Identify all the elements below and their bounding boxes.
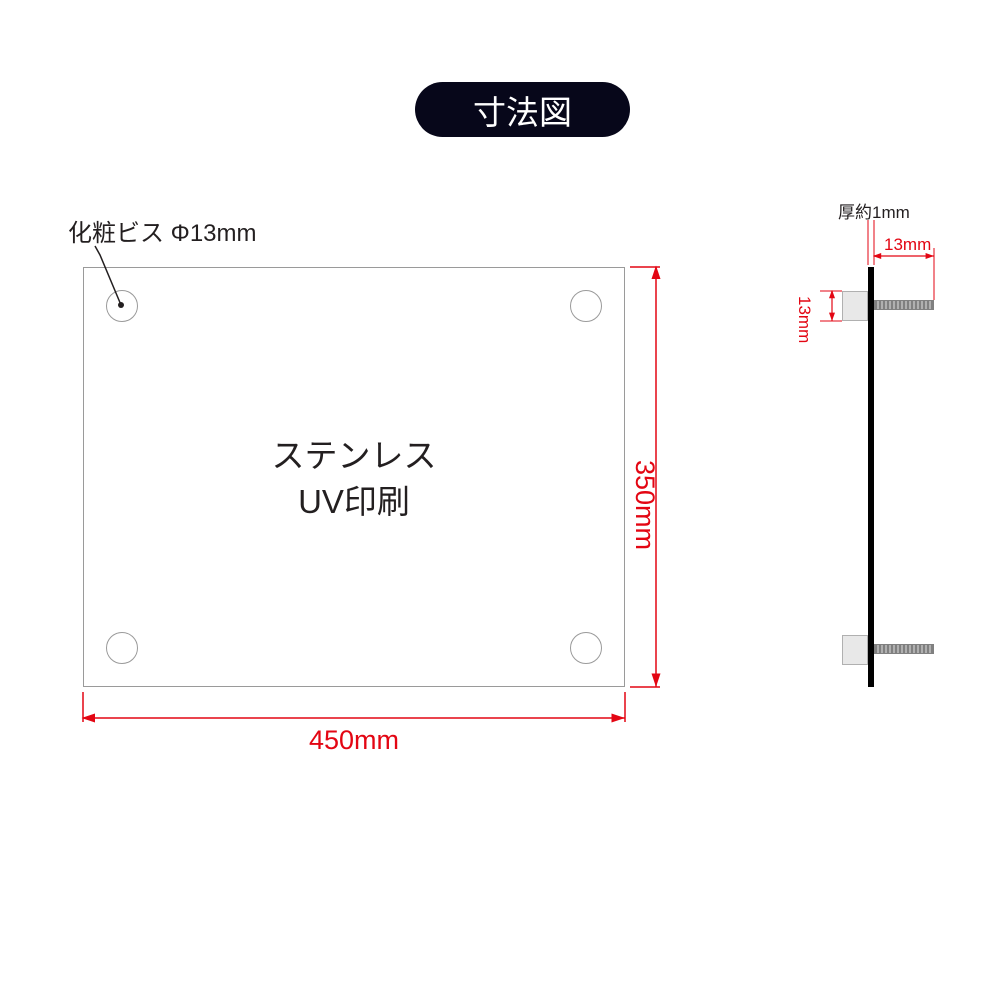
dim-side-depth-label: 13mm [884,235,931,255]
screw-hole-br [570,632,602,664]
title-text: 寸法図 [473,86,572,134]
plate-text: ステンレス UV印刷 [84,433,624,525]
plate-text-line1: ステンレス [84,433,624,479]
front-plate: ステンレス UV印刷 [83,267,625,687]
plate-text-line2: UV印刷 [84,479,624,525]
dim-side-diam-label: 13mm [794,296,814,343]
screw-hole-bl [106,632,138,664]
dim-thickness-label: 厚約1mm [838,198,910,223]
side-bolt-bottom [874,644,934,654]
side-bolt-top [874,300,934,310]
side-mount-bottom [842,635,868,665]
side-mount-top [842,291,868,321]
screw-hole-tl [106,290,138,322]
dim-height-label: 350mm [629,460,660,550]
side-plate [868,267,874,687]
dim-width-label: 450mm [83,725,625,756]
title-badge: 寸法図 [415,82,630,137]
screw-hole-tr [570,290,602,322]
screw-callout-label: 化粧ビス Φ13mm [68,213,257,248]
